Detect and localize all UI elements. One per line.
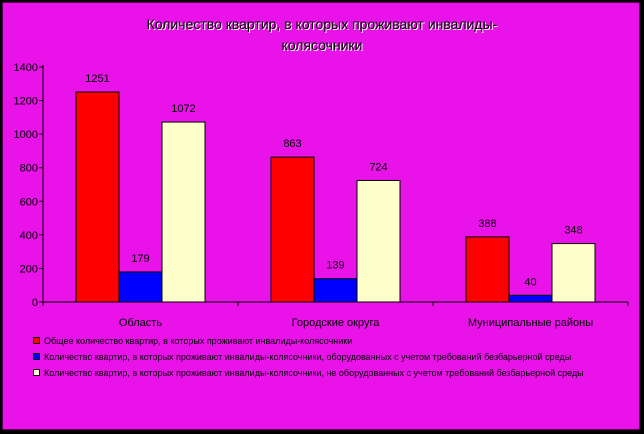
bar-series-2-cat-2 (551, 243, 596, 303)
y-tick-label-200: 200 (20, 263, 38, 275)
category-label-1: Городские округа (292, 317, 381, 329)
bar-series-1-cat-1 (313, 278, 358, 303)
legend-swatch-total (33, 337, 40, 344)
bar-series-0-cat-0 (75, 91, 120, 303)
chart-title-line-1: Количество квартир, в которых проживают … (146, 16, 498, 32)
legend-label-equipped: Количество квартир, в которых проживают … (44, 352, 572, 362)
bar-series-0-cat-1 (270, 156, 315, 303)
data-label-series-1-cat-2: 40 (524, 276, 536, 288)
chart-title-line-2: колясочники (281, 37, 363, 53)
category-label-0: Область (119, 317, 162, 329)
data-label-series-1-cat-0: 179 (131, 253, 149, 265)
legend-entry-equipped: Количество квартир, в которых проживают … (33, 350, 633, 364)
y-tick-label-1200: 1200 (14, 96, 38, 108)
bar-series-1-cat-0 (118, 271, 163, 303)
y-tick-label-600: 600 (20, 196, 38, 208)
y-tick-label-1400: 1400 (14, 62, 38, 74)
legend-label-total: Общее количество квартир, в которых прож… (44, 336, 353, 346)
category-label-2: Муниципальные районы (468, 317, 593, 329)
bar-series-0-cat-2 (465, 236, 510, 303)
data-label-series-2-cat-2: 348 (564, 225, 582, 237)
data-label-series-0-cat-2: 388 (478, 218, 496, 230)
data-label-series-0-cat-0: 1251 (85, 73, 109, 85)
legend-entry-total: Общее количество квартир, в которых прож… (33, 334, 633, 348)
legend-entry-not-equipped: Количество квартир, в которых проживают … (33, 366, 633, 380)
legend-swatch-not-equipped (33, 369, 40, 376)
data-label-series-2-cat-1: 724 (369, 161, 387, 173)
chart-legend: Общее количество квартир, в которых прож… (33, 334, 633, 382)
y-tick-label-1000: 1000 (14, 129, 38, 141)
data-label-series-0-cat-1: 863 (283, 138, 301, 150)
bar-series-1-cat-2 (508, 294, 553, 303)
y-tick-label-0: 0 (32, 297, 38, 309)
chart-title: Количество квартир, в которых проживают … (0, 14, 644, 56)
legend-label-not-equipped: Количество квартир, в которых проживают … (44, 368, 584, 378)
bar-series-2-cat-0 (161, 121, 206, 303)
legend-swatch-equipped (33, 353, 40, 360)
data-label-series-1-cat-1: 139 (326, 260, 344, 272)
y-tick-label-400: 400 (20, 230, 38, 242)
y-tick-label-800: 800 (20, 163, 38, 175)
bar-series-2-cat-1 (356, 179, 401, 303)
data-label-series-2-cat-0: 1072 (171, 103, 195, 115)
